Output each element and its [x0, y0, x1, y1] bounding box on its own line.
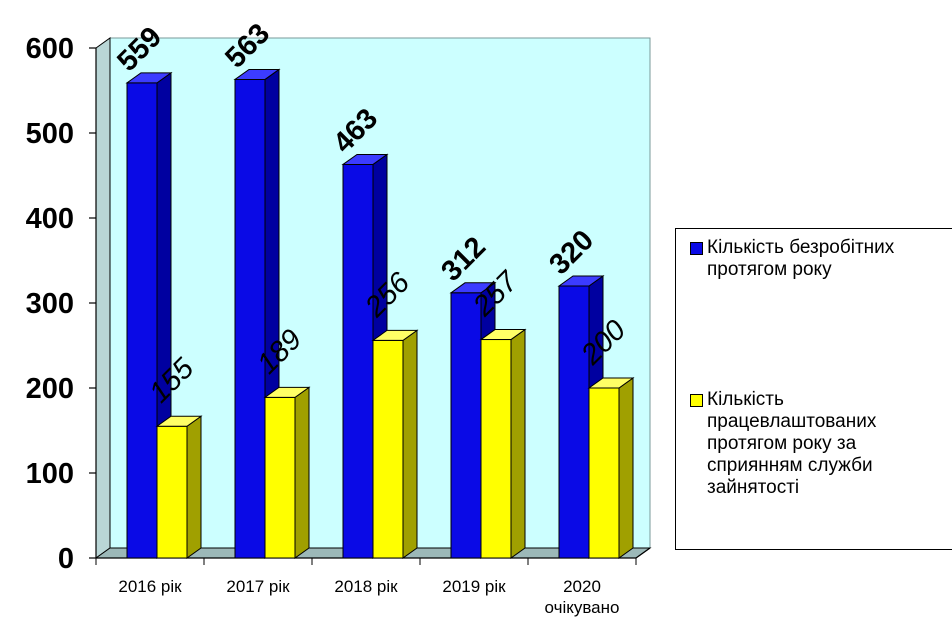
x-tick-label: очікувано: [545, 598, 620, 617]
legend-label-employed: Кількість працевлаштованих протягом року…: [707, 389, 877, 498]
legend-item-unemployed: Кількість безробітних протягом року: [690, 237, 894, 281]
bar-unemployed-top: [233, 68, 281, 80]
y-tick-label: 300: [26, 288, 74, 320]
bar-employed-top: [155, 415, 203, 427]
bar-unemployed-top: [449, 282, 497, 294]
bar-unemployed-top: [341, 153, 389, 165]
bar-unemployed-front: [126, 82, 158, 559]
bar-unemployed-top: [125, 72, 173, 84]
bar-employed-top: [371, 329, 419, 341]
bar-employed-side: [618, 377, 634, 559]
bar-employed-front: [480, 339, 512, 559]
bar-employed-top: [263, 386, 311, 398]
bar-unemployed-front: [558, 285, 590, 559]
legend-item-employed: Кількість працевлаштованих протягом року…: [690, 389, 876, 499]
x-tick-label: 2018 рік: [334, 577, 398, 596]
x-tick-label: 2020: [563, 577, 601, 596]
bar-employed-front: [264, 396, 296, 559]
y-tick-label: 600: [26, 33, 74, 65]
legend: Кількість безробітних протягом року Кіль…: [675, 228, 952, 550]
bar-unemployed-front: [342, 163, 374, 559]
bar-employed-side: [186, 415, 202, 559]
y-tick-label: 100: [26, 458, 74, 490]
y-tick-label: 0: [58, 543, 74, 575]
bar-employed-front: [588, 387, 620, 559]
x-tick-label: 2019 рік: [442, 577, 506, 596]
y-tick-label: 500: [26, 118, 74, 150]
y-tick-label: 400: [26, 203, 74, 235]
x-tick-label: 2016 рік: [118, 577, 182, 596]
legend-swatch-blue: [690, 242, 703, 255]
bar-employed-side: [294, 386, 310, 559]
bar-employed-top: [479, 329, 527, 341]
bar-employed-side: [510, 328, 526, 559]
bar-employed-front: [156, 425, 188, 559]
x-tick-label: 2017 рік: [226, 577, 290, 596]
legend-swatch-yellow: [690, 394, 703, 407]
legend-label-unemployed: Кількість безробітних протягом року: [707, 237, 895, 280]
bar-employed-top: [587, 377, 635, 389]
y-tick-label: 200: [26, 373, 74, 405]
plot-side-wall: [95, 37, 111, 559]
bar-employed-side: [402, 329, 418, 559]
bar-unemployed-top: [557, 275, 605, 287]
bar-employed-front: [372, 339, 404, 559]
bar-unemployed-front: [450, 292, 482, 559]
bar-unemployed-front: [234, 78, 266, 559]
x-axis-end: [635, 547, 651, 559]
